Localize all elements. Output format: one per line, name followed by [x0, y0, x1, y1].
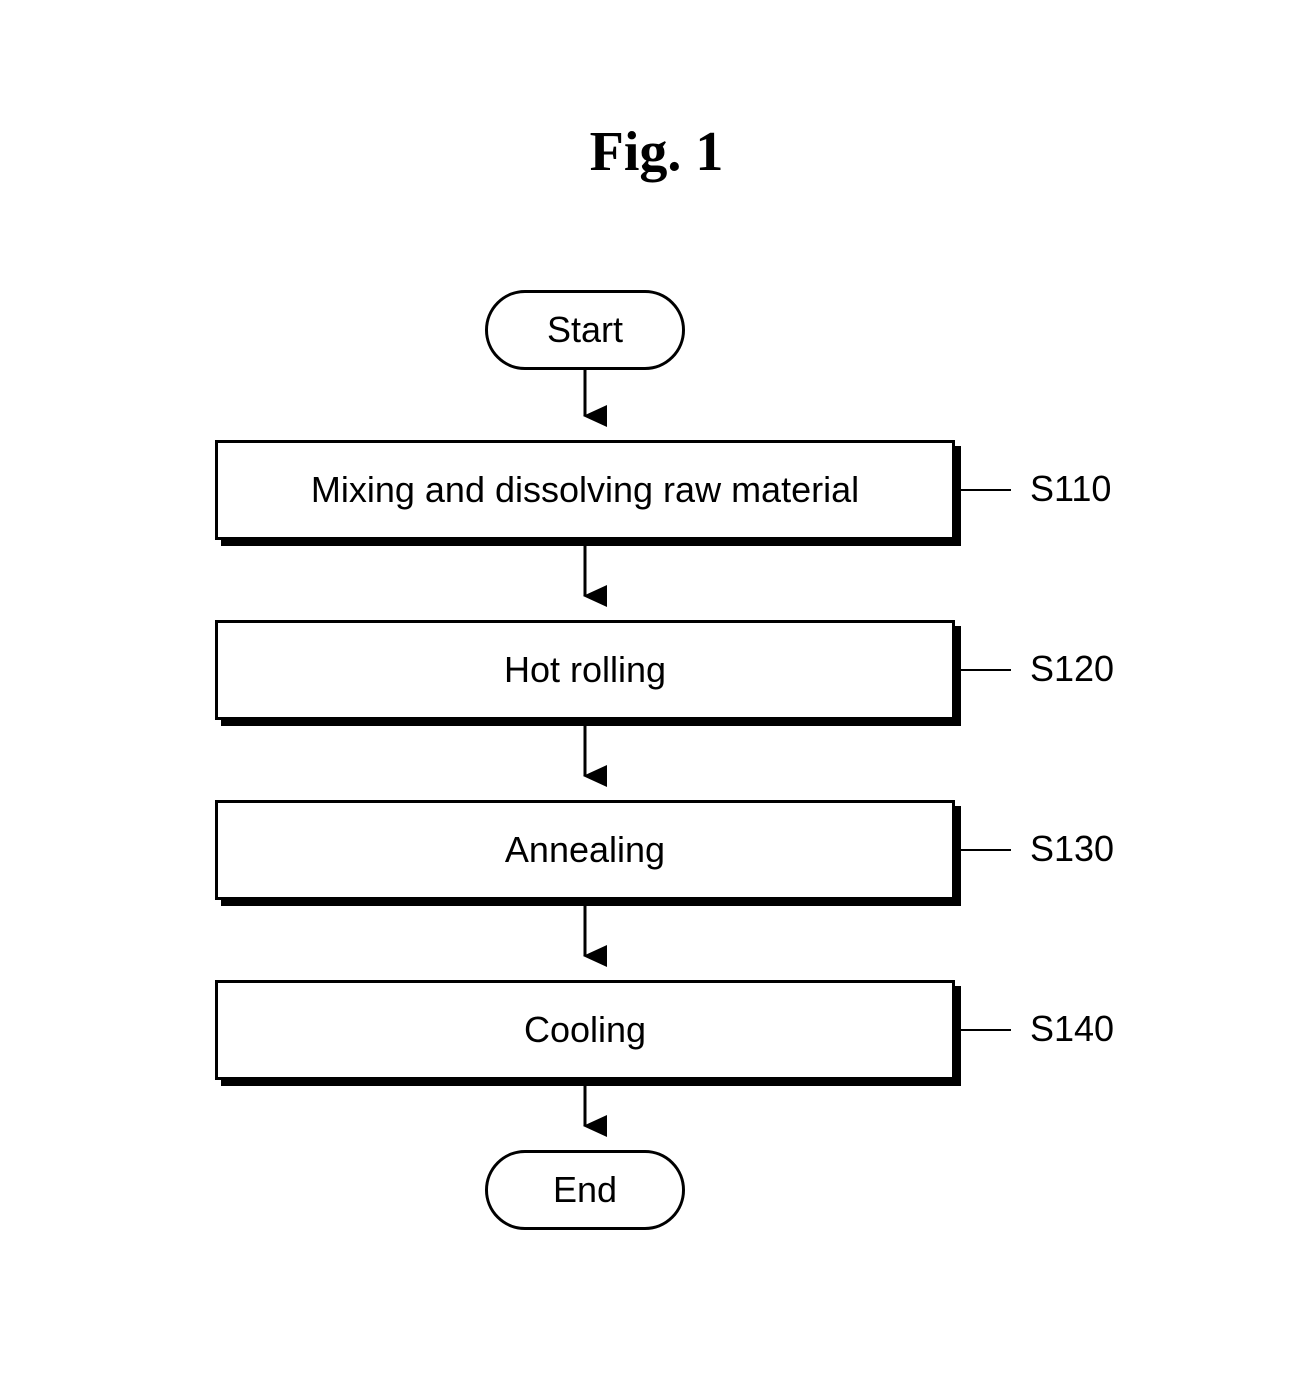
- flowchart-canvas: Fig. 1 Start Mixing and dissolving raw m…: [0, 0, 1313, 1391]
- flow-arrows: [0, 0, 1313, 1391]
